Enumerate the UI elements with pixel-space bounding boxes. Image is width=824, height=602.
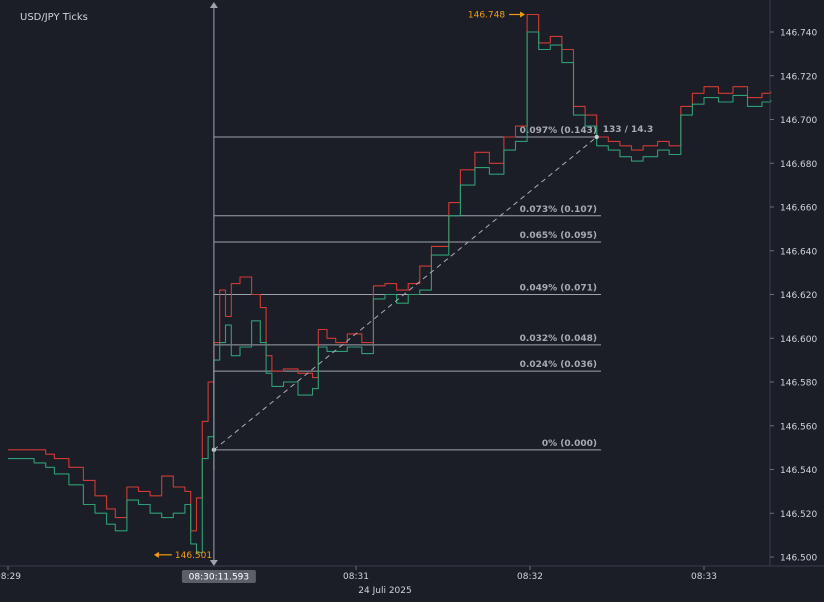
- crosshair-time-badge: [181, 570, 256, 583]
- range-markers: 146.748 146.501: [153, 11, 526, 561]
- crosshair: 08:08:30:11.593: [181, 2, 256, 583]
- series-line-bid: [8, 13, 772, 532]
- fib-level-label: 0.032% (0.048): [520, 334, 597, 344]
- price-tick-label: 146.680: [780, 160, 817, 170]
- range-low-arrow-icon: [153, 551, 159, 558]
- series-line-ask: [8, 31, 772, 554]
- price-tick-label: 146.600: [780, 335, 817, 345]
- date-label: 24 Juli 2025: [358, 586, 411, 596]
- time-tick-label: 08:32: [517, 572, 543, 582]
- symbol-title: USD/JPY Ticks: [20, 12, 88, 23]
- price-tick-label: 146.500: [780, 554, 817, 564]
- fib-level-label: 0.073% (0.107): [520, 205, 597, 215]
- price-tick-label: 146.720: [780, 72, 817, 82]
- crosshair-time-label: 08:30:11.593: [189, 573, 249, 583]
- price-tick-label: 146.540: [780, 466, 817, 476]
- fib-level-label: 0.097% (0.143): [520, 126, 597, 136]
- fibonacci-retracement[interactable]: 0.097% (0.143) 0.073% (0.107) 0.065% (0.09…: [214, 126, 601, 451]
- price-tick-label: 146.700: [780, 116, 817, 126]
- price-tick-label: 146.740: [780, 29, 817, 39]
- fib-level-label: 0.065% (0.095): [520, 231, 597, 241]
- range-high-label: 146.748: [468, 11, 505, 21]
- price-tick-label: 146.580: [780, 379, 817, 389]
- price-tick-label: 146.560: [780, 422, 817, 432]
- time-tick-label: 08:29: [0, 572, 21, 582]
- fib-level-label: 0.049% (0.071): [520, 284, 597, 294]
- crosshair-top-arrow-icon: [209, 2, 218, 8]
- time-tick-label: 08:31: [343, 572, 369, 582]
- crosshair-bottom-arrow-icon: [209, 560, 218, 566]
- measurement-tool[interactable]: 133 / 14.3: [211, 125, 654, 453]
- measure-line[interactable]: [213, 136, 598, 451]
- measure-label: 133 / 14.3: [603, 125, 654, 135]
- price-tick-label: 146.520: [780, 510, 817, 520]
- range-low-label: 146.501: [175, 551, 212, 561]
- measure-anchor-end[interactable]: [594, 134, 599, 140]
- price-tick-label: 146.640: [780, 247, 817, 257]
- fib-level-label: 0.024% (0.036): [520, 360, 597, 370]
- price-tick-label: 146.620: [780, 291, 817, 301]
- fib-level-label: 0% (0.000): [542, 439, 597, 449]
- price-tick-label: 146.660: [780, 204, 817, 214]
- time-tick-label: 08:33: [691, 572, 717, 582]
- price-series: [8, 13, 772, 554]
- range-high-arrow-icon: [520, 11, 526, 18]
